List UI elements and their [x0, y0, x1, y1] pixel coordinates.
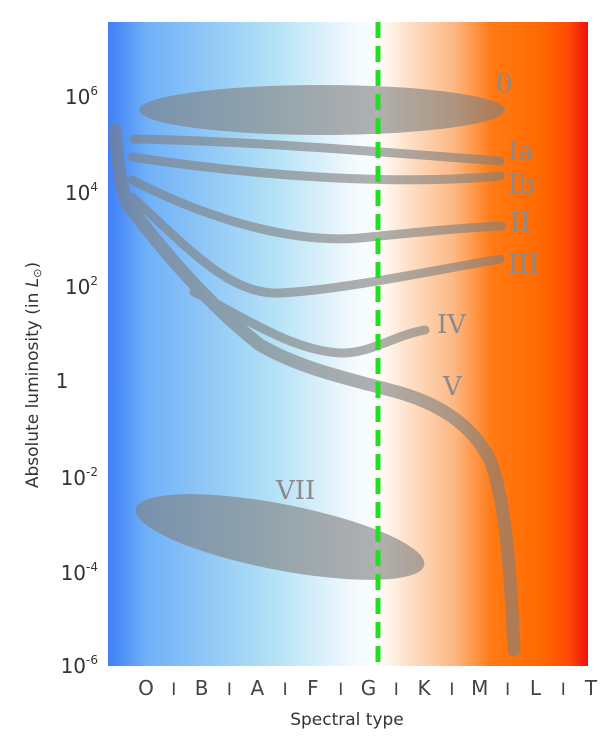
x-tick-l: L: [530, 676, 542, 700]
y-tick-1e4: 104: [65, 180, 98, 205]
band-iv: [189, 287, 430, 358]
class-label-ib: Ib: [508, 170, 535, 200]
band-ib: [127, 152, 505, 185]
y-tick-1e2: 102: [65, 274, 98, 299]
x-tick-f: F: [307, 676, 319, 700]
class-label-0: 0: [496, 69, 513, 99]
y-tick-1e-6: 10-6: [61, 653, 98, 678]
x-tick-b: B: [195, 676, 209, 700]
y-tick-1e-2: 10-2: [61, 465, 98, 490]
x-tick-k: K: [418, 676, 432, 700]
x-tick-t: T: [584, 676, 598, 700]
x-tick-separator: I: [394, 680, 399, 700]
y-axis-ticks: 106 104 102 1 10-2 10-4 10-6: [56, 84, 98, 678]
x-tick-separator: I: [227, 680, 232, 700]
x-tick-separator: I: [283, 680, 288, 700]
band-ii: [127, 175, 507, 244]
class-label-iv: IV: [437, 310, 467, 340]
class-labels: 0 Ia Ib II III IV V VII: [275, 69, 539, 506]
x-tick-separator: I: [338, 680, 343, 700]
band-vii-white-dwarfs: [135, 494, 425, 580]
class-label-ia: Ia: [508, 137, 534, 167]
y-tick-1: 1: [56, 369, 69, 393]
x-tick-separator: I: [171, 680, 176, 700]
class-label-iii: III: [508, 250, 539, 280]
x-tick-separator: I: [449, 680, 454, 700]
x-axis-title: Spectral type: [290, 710, 404, 730]
y-tick-1e-4: 10-4: [61, 560, 98, 585]
class-label-v: V: [442, 372, 463, 402]
y-axis-title: Absolute luminosity (in L⊙): [23, 262, 44, 488]
x-tick-o: O: [138, 676, 154, 700]
luminosity-bands: [108, 85, 521, 657]
x-tick-separator: I: [561, 680, 566, 700]
band-ia: [129, 134, 505, 166]
x-tick-g: G: [361, 676, 377, 700]
band-v-main-sequence: [108, 123, 521, 657]
class-label-vii: VII: [275, 476, 315, 506]
y-tick-1e6: 106: [65, 84, 98, 109]
class-label-ii: II: [510, 208, 531, 238]
x-tick-separator: I: [505, 680, 510, 700]
band-0-hypergiants: [139, 85, 505, 135]
x-tick-a: A: [250, 676, 264, 700]
x-tick-m: M: [471, 676, 488, 700]
band-iii: [127, 192, 505, 298]
